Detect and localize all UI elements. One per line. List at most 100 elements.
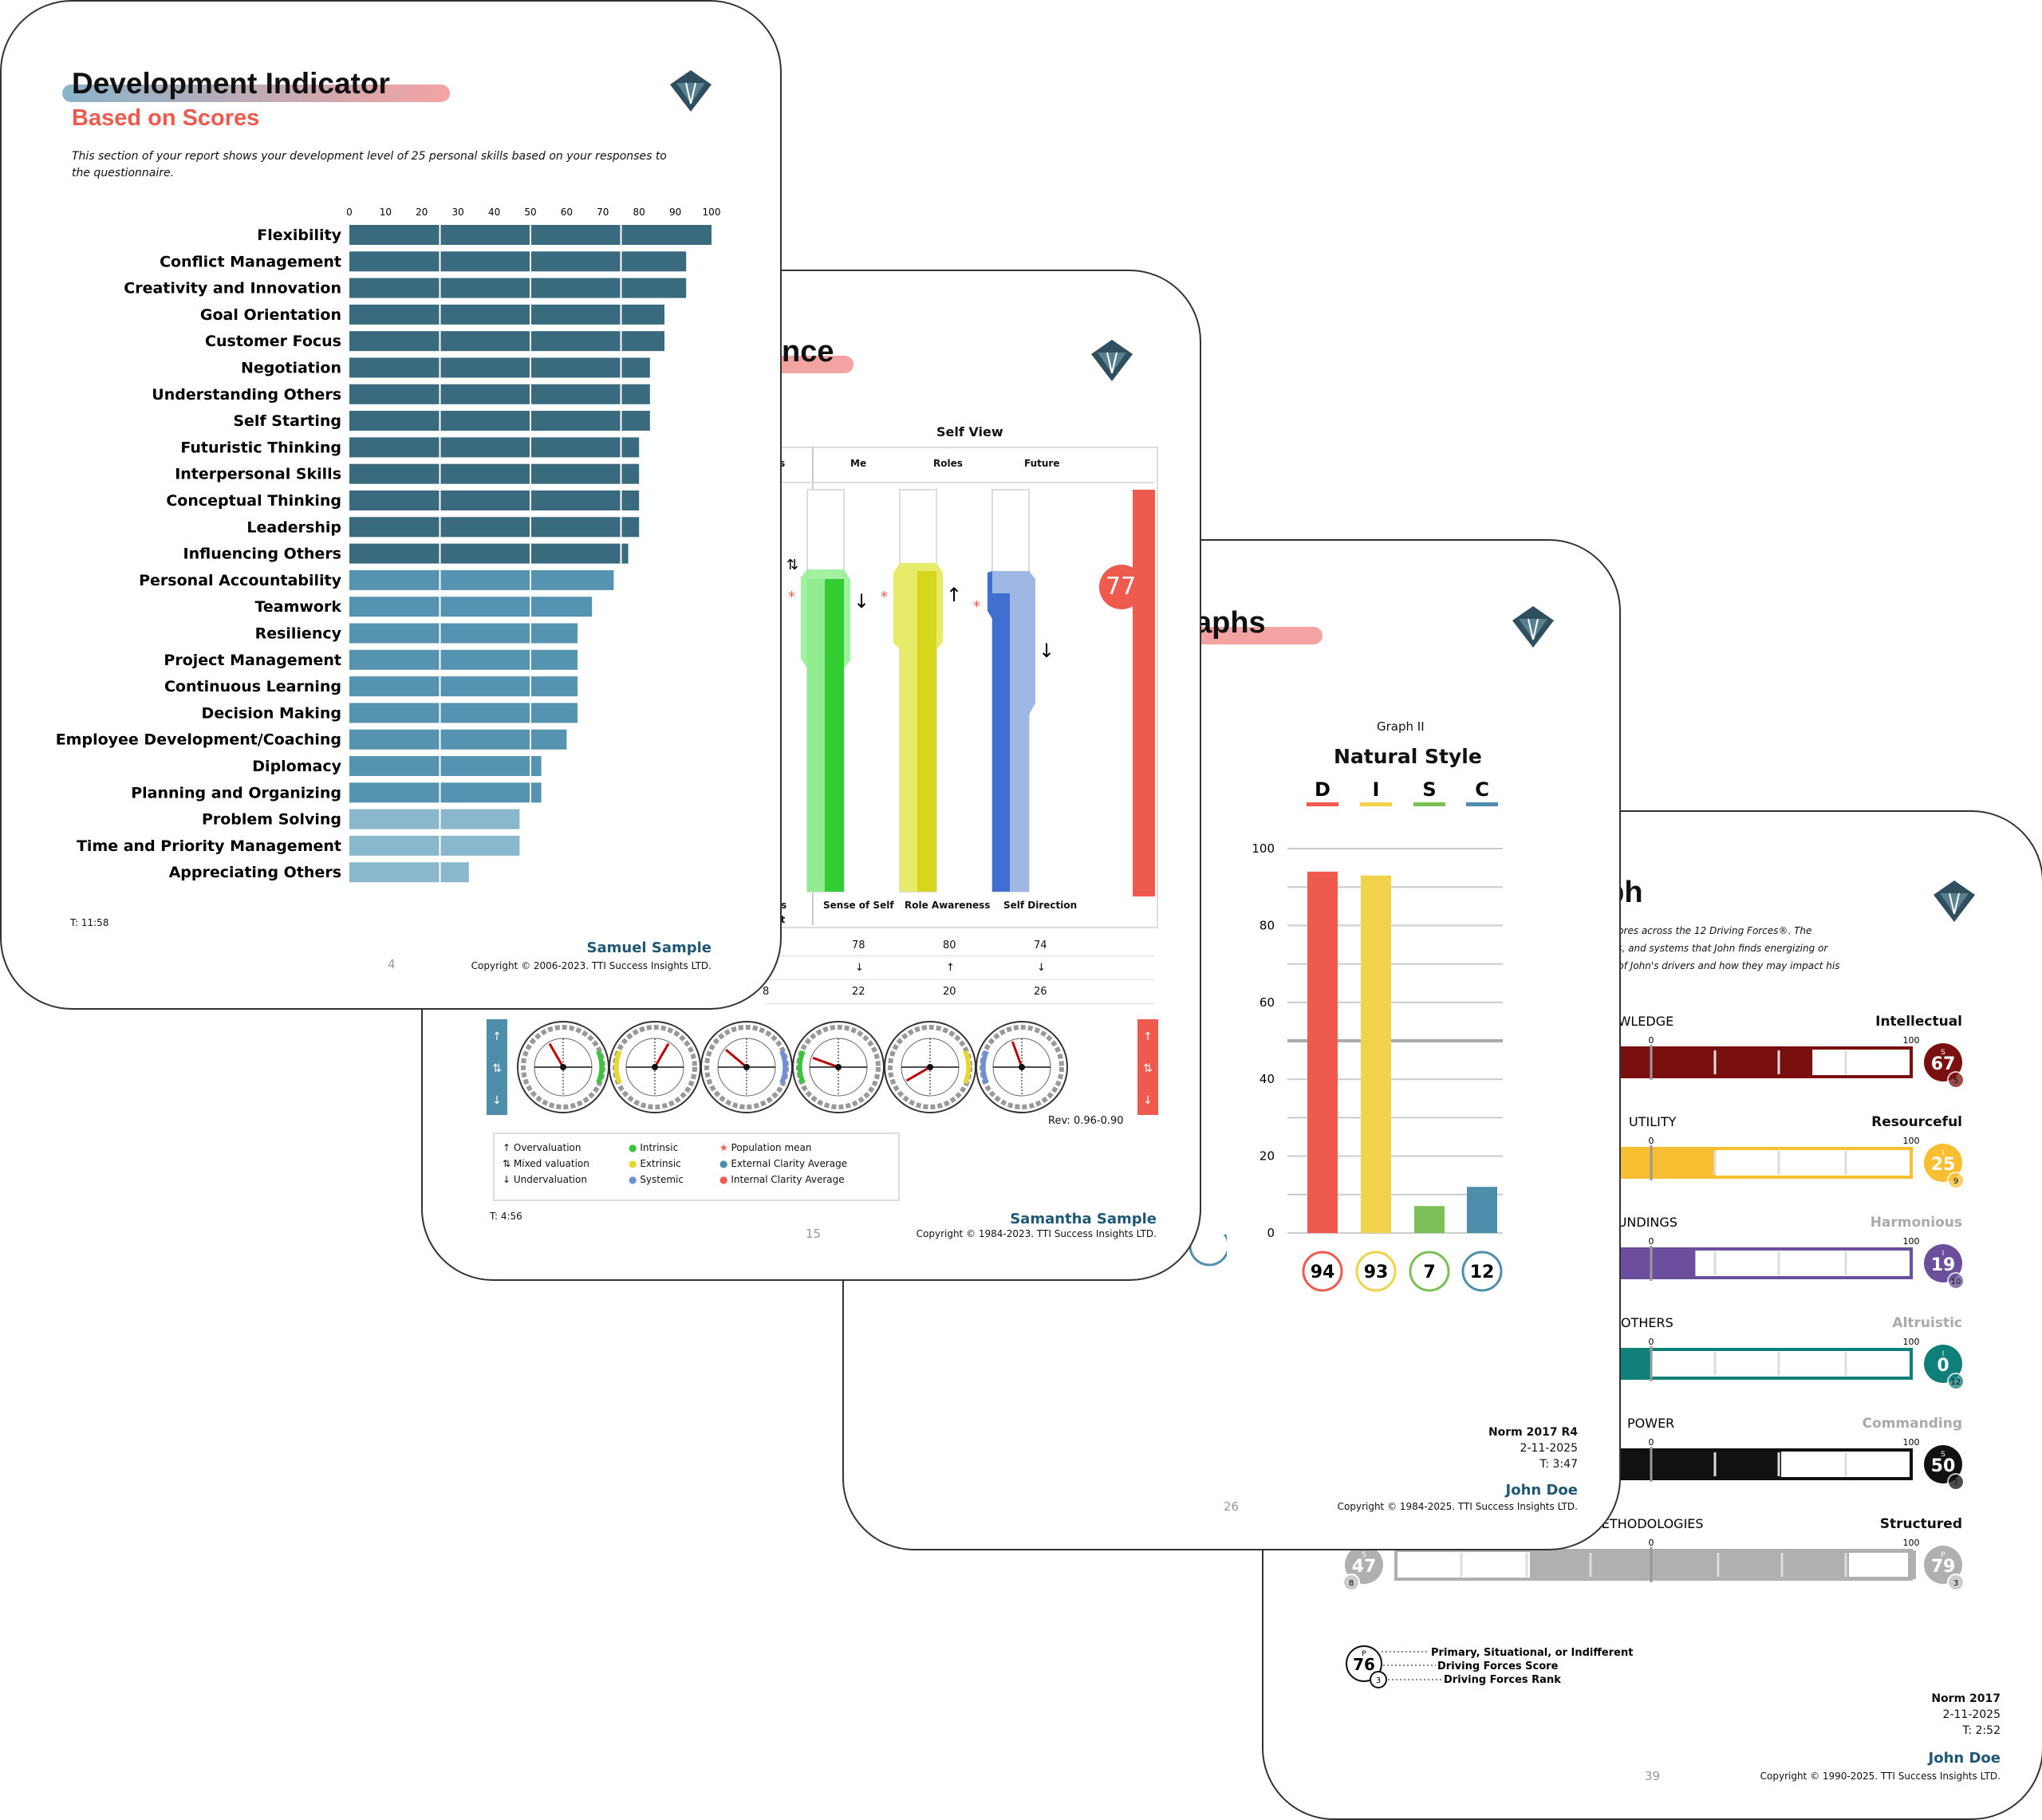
page-title: Development Indicator (72, 67, 390, 100)
bar (349, 384, 650, 404)
disc-letter: I (1373, 778, 1380, 801)
x-tick-label: 60 (561, 207, 573, 218)
y-tick-label: 20 (1259, 1149, 1275, 1164)
bar (349, 862, 469, 883)
page-title-fragment: nce (782, 335, 834, 368)
row3-fragment: 8 (763, 986, 770, 998)
bar (1361, 875, 1391, 1233)
x-tick-label: 50 (524, 207, 536, 218)
badge-letter: S (1941, 1049, 1945, 1057)
badge-letter: I (1942, 1250, 1945, 1258)
rank-badge (1947, 1574, 1965, 1591)
x-tick-label: 90 (669, 207, 681, 218)
intro-line-1: 's scores across the 12 Driving Forces®.… (1597, 925, 1812, 936)
svg-text:↓: ↓ (853, 590, 869, 613)
bar (349, 649, 578, 670)
row3-roles: 20 (943, 986, 956, 998)
col-header-me: Me (850, 458, 867, 469)
category-label: Conceptual Thinking (166, 492, 341, 510)
scale-label: 100 (1903, 1538, 1920, 1548)
bar (349, 782, 542, 803)
score-circle (1355, 1251, 1397, 1292)
bar (1467, 1187, 1497, 1233)
badge-score: 47 (1352, 1557, 1377, 1577)
bar (349, 809, 520, 829)
gauge-arrow-icon: ↑ (1143, 1030, 1153, 1043)
badge-score: 79 (1931, 1557, 1956, 1577)
clarity-gauge (609, 1021, 701, 1113)
rank-number: 5 (1953, 1077, 1958, 1085)
respondent-name: John Doe (1505, 1482, 1578, 1499)
data-label: 94 (1311, 1263, 1335, 1282)
timestamp: T: 2:52 (1962, 1724, 2001, 1737)
scale-bar (1133, 490, 1155, 896)
page-subtitle: Based on Scores (72, 105, 260, 131)
disc-letter: S (1422, 778, 1436, 801)
clarity-badge-icon (1099, 565, 1144, 609)
rank-badge (1947, 1071, 1965, 1089)
rank-badge (1947, 1373, 1965, 1390)
badge-score: 0 (1937, 1356, 1949, 1376)
header-divider (766, 482, 1155, 483)
bar (1307, 871, 1338, 1233)
category-label: Continuous Learning (164, 678, 341, 695)
badge-letter: S (1941, 1451, 1945, 1459)
scale-label: 100 (1903, 1136, 1920, 1146)
category-label: Decision Making (202, 704, 341, 722)
category-label: Influencing Others (183, 546, 341, 563)
graph-label: Graph II (1377, 719, 1425, 734)
clarity-gauge (517, 1021, 609, 1113)
arrow-me: ↓ (855, 962, 864, 974)
bar (349, 411, 650, 431)
tti-logo-icon (1512, 606, 1554, 648)
legend-badge (1346, 1645, 1382, 1682)
y-tick-label: 0 (1267, 1226, 1275, 1240)
y-tick-label: 100 (1252, 841, 1275, 856)
bar (349, 463, 640, 484)
rank-number: 10 (1951, 1278, 1961, 1286)
column-label-self-direction: Self Direction (1003, 900, 1078, 911)
mixed-arrow-icon: ⇅ (786, 557, 798, 573)
card-driving-forces: aph 's scores across the 12 Driving Forc… (1262, 810, 2042, 1820)
column-label-role-awareness: Role Awareness (905, 900, 991, 911)
disc-underline (1307, 802, 1338, 806)
legend-population: ★ Population mean (719, 1142, 812, 1153)
bar (349, 331, 664, 352)
date-label: 2-11-2025 (1520, 1442, 1578, 1455)
bar (349, 676, 578, 697)
row-line (766, 1003, 1155, 1004)
respondent-name: John Doe (1928, 1750, 2001, 1767)
category-label: Understanding Others (152, 386, 341, 404)
badge-score: 50 (1931, 1456, 1956, 1476)
category-label: Self Starting (233, 412, 341, 430)
category-label: Diplomacy (252, 758, 341, 775)
row3-me: 22 (852, 986, 865, 998)
respondent-name: Samuel Sample (586, 940, 712, 956)
clarity-gauges: ↑ ↑ ⇅ ⇅ ↓ ↓ (487, 1019, 1158, 1115)
scale-label: 0 (1649, 1538, 1654, 1548)
page-number: 39 (1645, 1769, 1661, 1783)
legend-systemic: ● Systemic (629, 1174, 684, 1185)
bar (349, 490, 640, 510)
legend-extrinsic: ● Extrinsic (629, 1158, 681, 1169)
disc-letter: D (1315, 778, 1330, 801)
data-label: 7 (1423, 1263, 1435, 1282)
badge-letter: P (1941, 1551, 1945, 1559)
bar (349, 756, 542, 776)
clarity-gauge (700, 1021, 793, 1113)
x-tick-label: 20 (416, 207, 428, 218)
badge-letter: S (1362, 1551, 1366, 1559)
natural-style-chart: 0 20 40 60 80 100 D 94 I 93 S 7 C 12 (1252, 778, 1503, 1292)
scale-tick-label: 90 (1110, 523, 1125, 537)
clarity-gauge (792, 1021, 885, 1113)
bar (349, 357, 650, 378)
force-bar-fill (1849, 1553, 1908, 1577)
category-label: Personal Accountability (139, 572, 341, 589)
legend-external: ● External Clarity Average (719, 1158, 848, 1169)
badge-letter: I (1942, 1149, 1945, 1157)
page-number: 4 (388, 957, 396, 971)
gauge-arrow-icon: ⇅ (1143, 1062, 1153, 1075)
title-band (758, 356, 853, 373)
driving-force-group: UTILITY (1629, 1114, 1677, 1129)
legend-rank: 3 (1376, 1676, 1381, 1685)
